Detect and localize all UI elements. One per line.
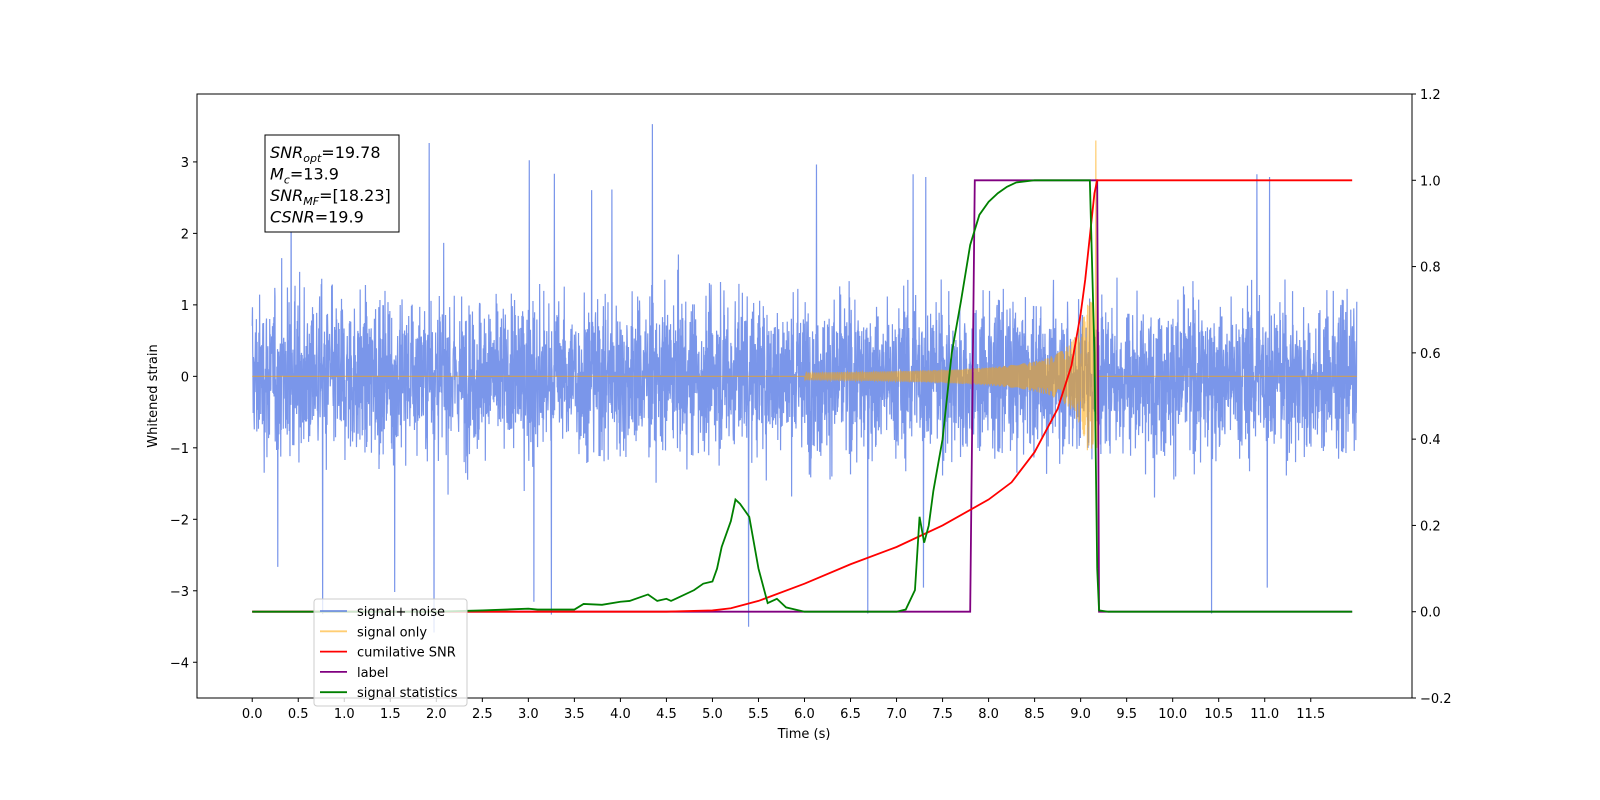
y2-tick-label: 0.2: [1420, 519, 1441, 534]
y-axis-left: −4 −3 −2 −1 0 1 2 3: [170, 156, 197, 671]
legend: signal+ noise signal only cumilative SNR la…: [313, 598, 468, 707]
y2-tick-label: −0.2: [1420, 692, 1452, 707]
y-axis-title: Whitened strain: [146, 344, 161, 447]
x-tick-label: 6.0: [794, 707, 815, 722]
y-tick-label: −1: [170, 442, 189, 457]
x-tick-label: 2.0: [426, 707, 447, 722]
info-box-line: SNRMF=[18.23]: [270, 186, 391, 208]
y-tick-label: 2: [181, 227, 189, 242]
info-box-line: Mc=13.9: [270, 165, 339, 187]
x-tick-label: 0.5: [288, 707, 309, 722]
x-tick-label: 11.0: [1250, 707, 1279, 722]
y-tick-label: −4: [170, 656, 189, 671]
info-box-line: CSNR=19.9: [270, 208, 364, 227]
x-tick-label: 6.5: [840, 707, 861, 722]
x-tick-label: 4.5: [656, 707, 677, 722]
info-box-line: SNRopt=19.78: [270, 143, 381, 165]
y2-tick-label: 0.6: [1420, 347, 1441, 362]
x-tick-label: 3.5: [564, 707, 585, 722]
x-tick-label: 5.0: [702, 707, 723, 722]
legend-frame: [313, 598, 468, 707]
x-tick-label: 4.0: [610, 707, 631, 722]
series-cumulative-snr-line: [252, 179, 1353, 613]
legend-item-label: signal statistics: [357, 686, 458, 701]
legend-item-label: signal+ noise: [357, 605, 445, 620]
legend-item-label: label: [357, 666, 388, 681]
series-signal-noise-line: [251, 124, 1358, 633]
x-tick-label: 1.5: [380, 707, 401, 722]
x-tick-label: 9.5: [1116, 707, 1137, 722]
x-tick-label: 0.0: [242, 707, 263, 722]
x-tick-label: 7.5: [932, 707, 953, 722]
legend-item-label: cumilative SNR: [357, 646, 456, 661]
legend-item-label: signal only: [357, 625, 427, 640]
y2-tick-label: 0.4: [1420, 433, 1441, 448]
x-axis: 0.0 0.5 1.0 1.5 2.0 2.5 3.0 3.5 4.0 4.5 5.0 5.5 6.0 6…: [242, 698, 1325, 722]
y2-tick-label: 1.0: [1420, 174, 1441, 189]
y-tick-label: −3: [170, 585, 189, 600]
y2-tick-label: 0.0: [1420, 606, 1441, 621]
x-tick-label: 1.0: [334, 707, 355, 722]
x-tick-label: 11.5: [1296, 707, 1325, 722]
x-axis-title: Time (s): [777, 727, 831, 742]
y2-tick-label: 1.2: [1420, 88, 1441, 103]
y-axis-right: −0.2 0.0 0.2 0.4 0.6 0.8 1.0 1.2: [1412, 88, 1452, 707]
x-tick-label: 8.5: [1024, 707, 1045, 722]
y-tick-label: 0: [181, 370, 189, 385]
x-tick-label: 2.5: [472, 707, 493, 722]
y-tick-label: 1: [181, 299, 189, 314]
x-tick-label: 7.0: [886, 707, 907, 722]
x-tick-label: 8.0: [978, 707, 999, 722]
x-tick-label: 5.5: [748, 707, 769, 722]
series-signal-statistics-line: [252, 179, 1353, 613]
y-tick-label: 3: [181, 156, 189, 171]
x-tick-label: 3.0: [518, 707, 539, 722]
x-tick-label: 10.0: [1158, 707, 1187, 722]
x-tick-label: 10.5: [1204, 707, 1233, 722]
y2-tick-label: 0.8: [1420, 261, 1441, 276]
info-box-frame: [264, 134, 400, 233]
x-tick-label: 9.0: [1070, 707, 1091, 722]
y-tick-label: −2: [170, 513, 189, 528]
plot-area: [251, 124, 1358, 633]
info-box: SNRopt=19.78Mc=13.9SNRMF=[18.23]CSNR=19.…: [264, 134, 400, 233]
